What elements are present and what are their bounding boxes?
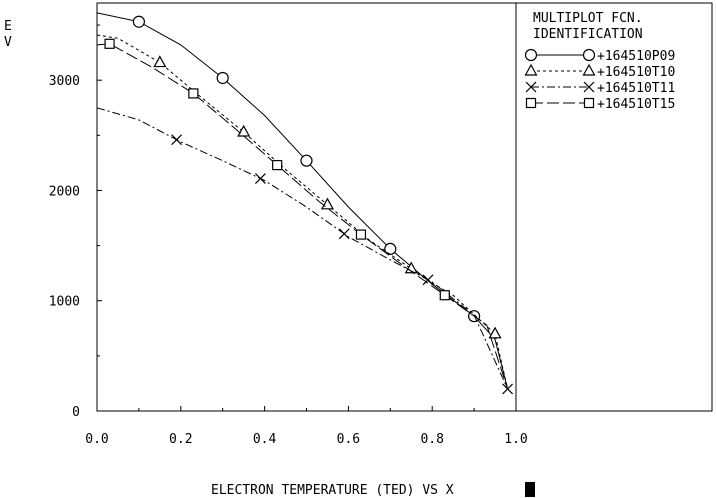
legend-label: +164510T10 <box>597 65 675 80</box>
series-layer <box>96 12 514 395</box>
circle-marker <box>132 15 145 28</box>
legend-label: +164510T15 <box>597 97 675 112</box>
x-tick-label: 0.4 <box>253 432 277 447</box>
legend-entry: +164510P09 <box>524 48 675 64</box>
circle-marker <box>216 71 229 85</box>
legend-entry: +164510T15 <box>525 97 675 112</box>
axes: 0.0 0.2 0.4 0.6 0.8 1.0 0 1000 2000 3000 <box>49 24 528 447</box>
square-marker <box>272 159 283 171</box>
legend-header-line-1: MULTIPLOT FCN. <box>533 11 643 26</box>
square-marker <box>104 38 115 49</box>
x-axis-label: ELECTRON TEMPERATURE (TED) VS X <box>211 483 454 498</box>
circle-marker <box>582 48 596 62</box>
triangle-marker <box>320 197 334 210</box>
legend-label: +164510P09 <box>597 49 675 64</box>
x-tick-label: 0.6 <box>337 432 360 447</box>
legend-panel <box>515 2 713 412</box>
triangle-marker <box>524 63 538 76</box>
triangle-marker <box>404 261 418 274</box>
x-marker <box>525 81 537 93</box>
square-marker <box>525 97 537 109</box>
legend-entry: +164510T11 <box>525 81 675 96</box>
series-line <box>96 107 509 390</box>
circle-marker <box>300 154 313 167</box>
y-tick-label: 3000 <box>49 74 80 89</box>
y-axis-label-char: E <box>4 19 12 34</box>
series-x <box>96 107 514 395</box>
x-tick-label: 1.0 <box>504 432 527 447</box>
x-marker <box>338 228 350 240</box>
x-marker <box>502 383 514 395</box>
legend-header-line-2: IDENTIFICATION <box>533 27 643 42</box>
square-marker <box>188 88 199 99</box>
circle-marker <box>384 242 397 256</box>
series-line <box>96 43 509 390</box>
triangle-marker <box>582 63 596 76</box>
x-marker <box>422 274 434 286</box>
x-tick-label: 0.8 <box>420 432 443 447</box>
x-marker <box>171 134 183 146</box>
y-axis-label-char: V <box>4 35 12 50</box>
square-marker <box>439 290 450 301</box>
y-axis-label: EV <box>4 19 12 50</box>
triangle-marker <box>488 326 502 339</box>
legend-entry: +164510T10 <box>524 63 675 80</box>
series-line <box>96 12 509 390</box>
square-marker <box>355 229 367 240</box>
triangle-marker <box>237 124 251 137</box>
triangle-marker <box>153 55 167 68</box>
series-circle <box>96 12 509 390</box>
series-line <box>96 34 509 390</box>
square-marker <box>583 97 595 109</box>
circle-marker <box>524 48 538 62</box>
y-tick-label: 0 <box>72 405 80 420</box>
y-tick-label: 1000 <box>49 295 80 310</box>
x-tick-label: 0.2 <box>169 432 192 447</box>
x-marker <box>254 173 266 184</box>
legend: MULTIPLOT FCN. IDENTIFICATION +164510P09… <box>524 11 675 112</box>
x-tick-label: 0.0 <box>85 432 108 447</box>
text-cursor <box>525 482 535 497</box>
series-square <box>96 38 509 390</box>
series-triangle <box>96 34 509 390</box>
y-tick-label: 2000 <box>49 184 80 199</box>
legend-label: +164510T11 <box>597 81 675 96</box>
x-marker <box>583 81 595 93</box>
